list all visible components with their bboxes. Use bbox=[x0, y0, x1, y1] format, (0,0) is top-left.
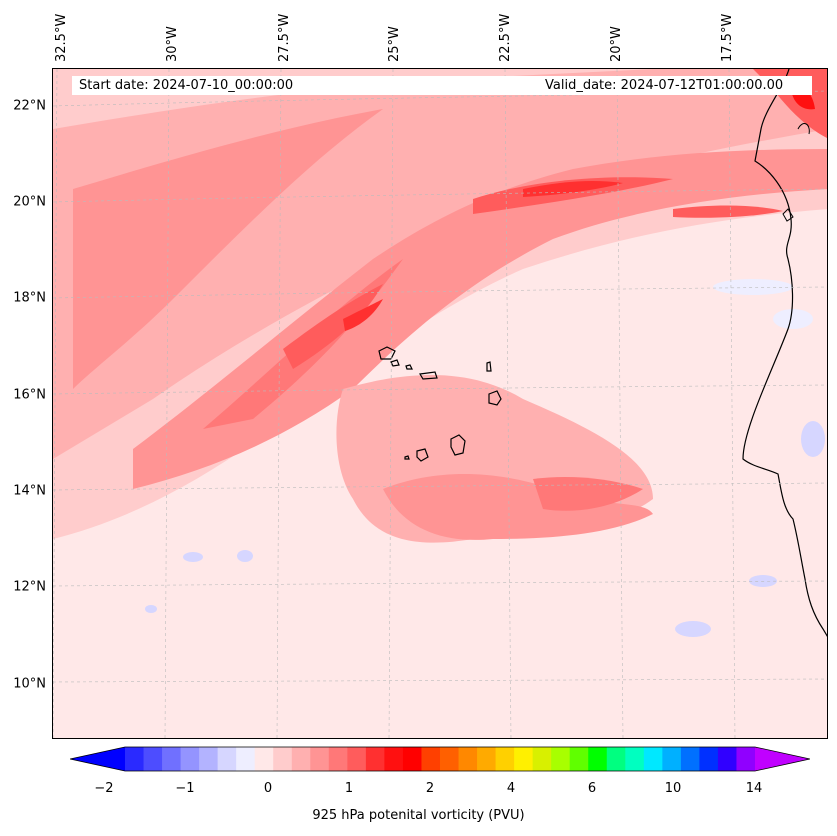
colorbar-cell bbox=[680, 747, 700, 771]
island bbox=[378, 346, 396, 360]
colorbar-cell bbox=[643, 747, 663, 771]
pv-negative bbox=[713, 279, 793, 295]
colorbar-cell bbox=[477, 747, 497, 771]
colorbar-tick-label: 1 bbox=[344, 781, 354, 796]
colorbar-cell bbox=[736, 747, 756, 771]
map-panel bbox=[52, 68, 828, 739]
colorbar-cell bbox=[273, 747, 293, 771]
lon-label: 27.5°W bbox=[277, 13, 292, 62]
colorbar-cell bbox=[421, 747, 441, 771]
colorbar-tick-label: −2 bbox=[94, 781, 114, 796]
colorbar-cell bbox=[143, 747, 163, 771]
colorbar-tick-label: 4 bbox=[506, 781, 516, 796]
coastline bbox=[797, 123, 810, 135]
island bbox=[404, 455, 410, 460]
colorbar-cell bbox=[402, 747, 422, 771]
potential-vorticity-field bbox=[53, 69, 827, 738]
pv-region bbox=[533, 477, 643, 511]
island bbox=[416, 448, 429, 462]
colorbar-cell bbox=[291, 747, 311, 771]
pv-band bbox=[673, 205, 783, 218]
lon-label: 30°W bbox=[165, 26, 180, 62]
colorbar-cell bbox=[199, 747, 219, 771]
coastline bbox=[782, 208, 794, 222]
pv-band bbox=[283, 284, 383, 369]
colorbar-outline bbox=[70, 746, 810, 772]
lon-label: 22.5°W bbox=[498, 13, 513, 62]
pv-band bbox=[473, 177, 673, 214]
colorbar-cell bbox=[588, 747, 608, 771]
colorbar-cell bbox=[365, 747, 385, 771]
island bbox=[405, 364, 413, 370]
colorbar-cell bbox=[162, 747, 182, 771]
lat-label: 20°N bbox=[13, 194, 46, 210]
start-date-label: Start date: 2024-07-10_00:00:00 bbox=[79, 76, 294, 95]
island bbox=[486, 361, 492, 372]
lat-label: 16°N bbox=[13, 387, 46, 403]
colorbar-cell bbox=[606, 747, 626, 771]
colorbar-cell bbox=[384, 747, 404, 771]
colorbar-cell bbox=[662, 747, 682, 771]
lon-label: 25°W bbox=[387, 26, 402, 62]
pv-negative bbox=[801, 421, 825, 457]
colorbar-tick-label: 6 bbox=[587, 781, 597, 796]
colorbar-cell bbox=[458, 747, 478, 771]
island bbox=[488, 390, 502, 406]
pv-negative bbox=[237, 550, 253, 562]
colorbar-cell bbox=[125, 747, 145, 771]
colorbar-extend-min bbox=[70, 747, 125, 771]
colorbar-extend-max bbox=[755, 747, 810, 771]
lat-label: 14°N bbox=[13, 483, 46, 499]
colorbar-tick-label: 0 bbox=[263, 781, 273, 796]
lat-label: 22°N bbox=[13, 98, 46, 114]
pv-region bbox=[73, 109, 383, 389]
pv-region bbox=[383, 474, 653, 540]
island bbox=[450, 434, 466, 456]
colorbar-title: 925 hPa potenital vorticity (PVU) bbox=[312, 808, 525, 823]
colorbar-tick-label: 14 bbox=[745, 781, 763, 796]
colorbar-cell bbox=[236, 747, 256, 771]
colorbar-cell bbox=[217, 747, 237, 771]
colorbar-cell bbox=[569, 747, 589, 771]
pv-negative bbox=[773, 309, 813, 329]
colorbar-cell bbox=[440, 747, 460, 771]
colorbar-cell bbox=[347, 747, 367, 771]
colorbar bbox=[70, 746, 810, 772]
lat-label: 10°N bbox=[13, 676, 46, 692]
lat-label: 18°N bbox=[13, 290, 46, 306]
colorbar-cell bbox=[551, 747, 571, 771]
colorbar-cell bbox=[717, 747, 737, 771]
colorbar-tick-label: −1 bbox=[175, 781, 195, 796]
colorbar-tick-label: 2 bbox=[425, 781, 435, 796]
pv-max bbox=[343, 299, 383, 331]
pv-band bbox=[133, 149, 827, 489]
pv-negative bbox=[145, 605, 157, 613]
pv-negative bbox=[675, 621, 711, 637]
lon-label: 20°W bbox=[609, 26, 624, 62]
lon-label: 17.5°W bbox=[720, 13, 735, 62]
colorbar-tick-label: 10 bbox=[664, 781, 682, 796]
lat-label: 12°N bbox=[13, 579, 46, 595]
colorbar-cell bbox=[514, 747, 534, 771]
colorbar-cell bbox=[699, 747, 719, 771]
pv-negative bbox=[183, 552, 203, 562]
island bbox=[390, 359, 400, 367]
island bbox=[419, 371, 438, 380]
colorbar-cell bbox=[495, 747, 515, 771]
coastline bbox=[742, 69, 827, 637]
colorbar-cell bbox=[310, 747, 330, 771]
colorbar-cell bbox=[180, 747, 200, 771]
colorbar-cell bbox=[254, 747, 274, 771]
colorbar-cell bbox=[532, 747, 552, 771]
lon-label: 32.5°W bbox=[54, 13, 69, 62]
colorbar-cell bbox=[625, 747, 645, 771]
valid-date-label: Valid_date: 2024-07-12T01:00:00.00 bbox=[545, 76, 784, 95]
colorbar-cell bbox=[328, 747, 348, 771]
